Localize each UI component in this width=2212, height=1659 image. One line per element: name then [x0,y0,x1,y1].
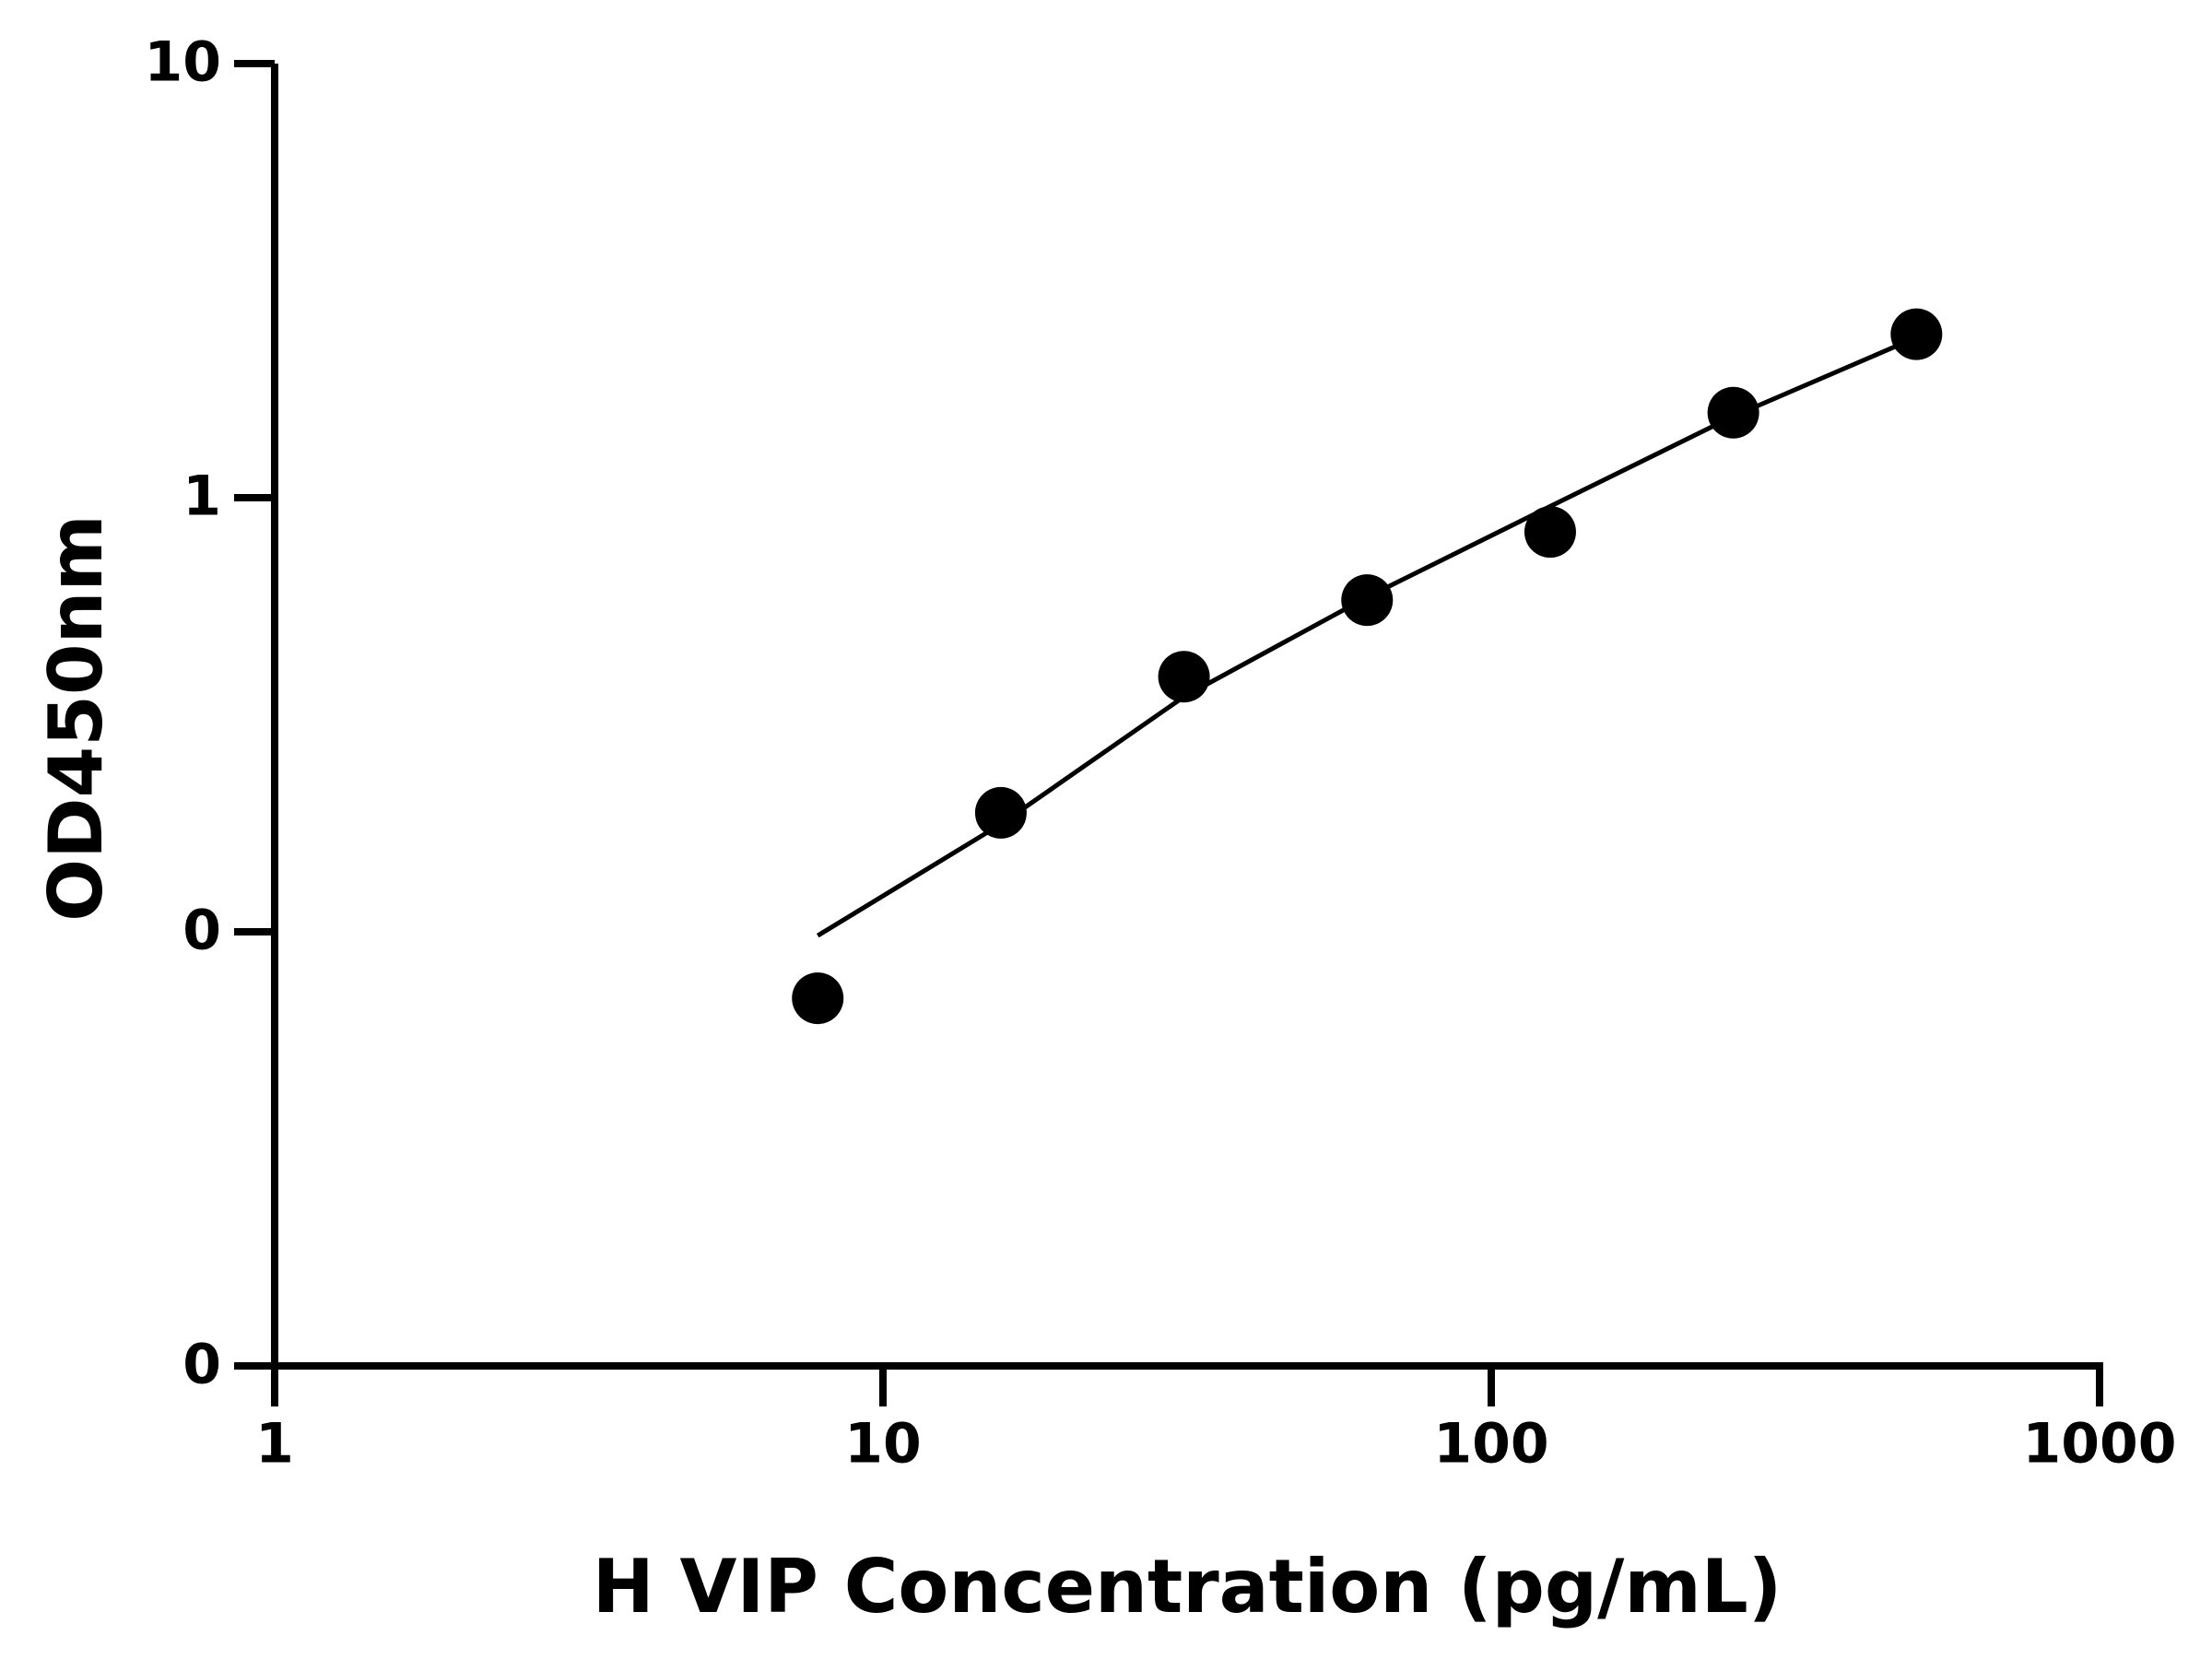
x-axis-title: H VIP Concentration (pg/mL) [593,1544,1783,1630]
data-point [1707,386,1759,439]
y-tick-label: 1 [182,465,221,529]
y-tick-label: 10 [145,30,222,95]
fit-curve [816,335,1918,938]
y-tick-label: 0 [182,1333,221,1397]
data-point [1524,506,1576,559]
x-tick-label: 100 [1433,1412,1548,1477]
y-axis-title: OD450nm [33,514,119,922]
x-tick-label: 1000 [2023,1412,2177,1477]
y-tick-label: 0 [182,899,221,963]
x-tick-label: 10 [844,1412,922,1477]
data-point [792,972,844,1025]
x-tick-label: 1 [255,1412,294,1477]
data-point [1341,574,1394,627]
data-point [1890,308,1943,360]
data-point [974,786,1027,839]
